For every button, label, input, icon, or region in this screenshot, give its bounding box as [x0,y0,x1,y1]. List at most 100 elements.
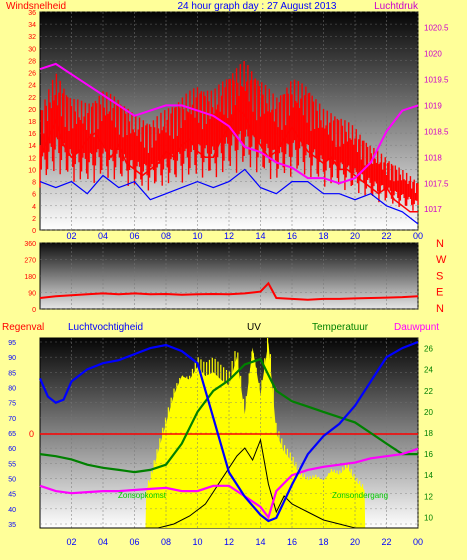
wind-speed-tick-label: 8 [32,180,36,187]
wind-speed-tick-label: 20 [28,107,36,114]
x-tick-label: 10 [192,231,202,241]
humidity-tick-label: 50 [8,477,16,484]
x-tick-label: 00 [413,231,423,241]
temperature-tick-label: 16 [424,450,433,459]
x-tick-label: 08 [161,231,171,241]
wind-direction-tick-label: 180 [24,274,36,281]
humidity-tick-label: 70 [8,416,16,423]
x-tick-label: 04 [98,231,108,241]
humidity-tick-label: 75 [8,401,16,408]
compass-direction-label: W [436,254,447,266]
wind-direction-tick-label: 90 [28,291,36,298]
pressure-line [39,62,419,185]
wind-speed-tick-label: 10 [28,167,36,174]
wind-speed-tick-label: 34 [28,22,36,29]
humidity-tick-label: 95 [8,340,16,347]
compass-direction-label: S [436,270,443,282]
x-tick-label: 20 [350,537,360,547]
humidity-tick-label: 40 [8,507,16,514]
rain-zero-label: 0 [29,429,34,439]
humidity-temperature-panel: 35 40 45 50 55 60 65 70 75 80 85 90 95 10 12 14 16 18 20 2… [8,337,433,547]
x-tick-label: 14 [255,231,265,241]
wind-speed-title: Windsnelheid [6,1,66,12]
x-tick-label: 14 [255,537,265,547]
x-tick-label: 12 [224,537,234,547]
wind-speed-tick-label: 4 [32,204,36,211]
temperature-tick-label: 20 [424,408,433,417]
x-tick-label: 12 [224,231,234,241]
sunrise-label: Zonsopkomst [118,491,167,500]
x-tick-label: 16 [287,231,297,241]
legend-humidity: Luchtvochtigheid [68,322,143,333]
wind-speed-tick-label: 2 [32,216,36,223]
pressure-tick-label: 1020 [424,50,442,59]
wind-speed-tick-label: 28 [28,58,36,65]
x-tick-label: 04 [98,537,108,547]
pressure-tick-label: 1017 [424,205,442,214]
humidity-tick-label: 65 [8,431,16,438]
wind-direction-tick-label: 270 [24,258,36,265]
x-tick-label: 20 [350,231,360,241]
wind-direction-line [39,281,419,301]
compass-direction-label: E [436,287,443,299]
temperature-line [39,357,418,474]
humidity-tick-label: 80 [8,386,16,393]
x-tick-label: 22 [381,537,391,547]
pressure-tick-label: 1018 [424,153,442,162]
dewpoint-line [39,447,419,520]
temperature-tick-label: 22 [424,387,433,396]
x-tick-label: 00 [413,537,423,547]
chart-title: 24 hour graph day : 27 August 2013 [177,1,336,12]
humidity-tick-label: 60 [8,446,16,453]
x-tick-label: 02 [66,231,76,241]
humidity-tick-label: 45 [8,492,16,499]
wind-speed-tick-label: 14 [28,143,36,150]
legend-uv: UV [247,322,261,333]
wind-speed-tick-label: 6 [32,192,36,199]
legend-rain: Regenval [2,322,44,333]
x-tick-label: 08 [161,537,171,547]
uv-line [40,438,418,529]
wind-speed-tick-label: 36 [28,10,36,17]
temperature-tick-label: 18 [424,429,433,438]
temperature-tick-label: 10 [424,513,433,522]
temperature-tick-label: 24 [424,366,433,375]
wind-average-line [39,168,419,225]
pressure-tick-label: 1020.5 [424,24,449,33]
x-tick-label: 16 [287,537,297,547]
legend-dewpoint: Dauwpunt [394,322,439,333]
pressure-tick-label: 1019.5 [424,75,449,84]
x-tick-label: 18 [318,231,328,241]
wind-speed-tick-label: 0 [32,228,36,235]
wind-speed-tick-label: 22 [28,95,36,102]
pressure-tick-label: 1017.5 [424,179,449,188]
pressure-tick-label: 1018.5 [424,127,449,136]
humidity-tick-label: 55 [8,461,16,468]
wind-direction-tick-label: 0 [32,307,36,314]
x-tick-label: 18 [318,537,328,547]
humidity-line [38,340,419,523]
sunset-label: Zonsondergang [332,491,388,500]
wind-speed-tick-label: 12 [28,155,36,162]
wind-speed-tick-label: 18 [28,119,36,126]
temperature-tick-label: 26 [424,345,433,354]
wind-speed-tick-label: 16 [28,131,36,138]
x-tick-label: 10 [192,537,202,547]
wind-speed-tick-label: 32 [28,34,36,41]
x-tick-label: 22 [381,231,391,241]
x-tick-label: 06 [129,231,139,241]
humidity-tick-label: 85 [8,370,16,377]
wind-speed-tick-label: 26 [28,71,36,78]
wind-direction-tick-label: 360 [24,241,36,248]
x-tick-label: 02 [66,537,76,547]
pressure-tick-label: 1019 [424,101,442,110]
compass-direction-label: N [436,238,444,250]
temperature-tick-label: 12 [424,492,433,501]
wind-speed-tick-label: 24 [28,83,36,90]
legend-temperature: Temperatuur [312,322,369,333]
wind-speed-tick-label: 30 [28,46,36,53]
